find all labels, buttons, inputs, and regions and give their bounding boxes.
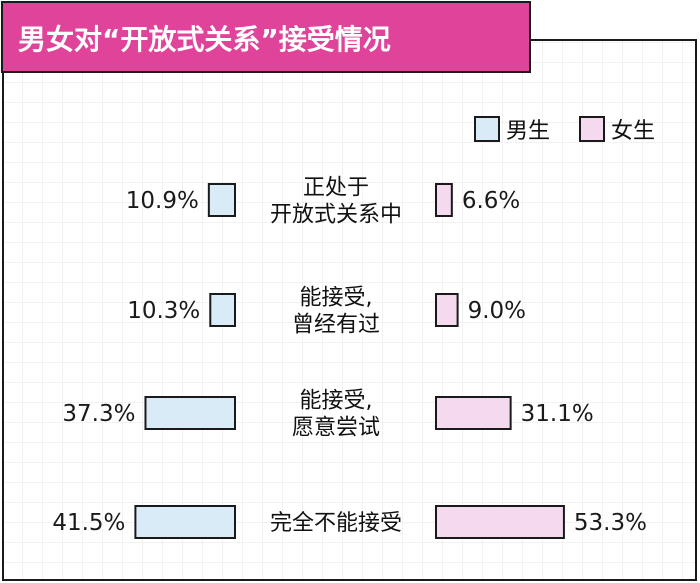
category-label: 愿意尝试 [292,416,380,441]
category-label: 正处于 [303,176,369,201]
category-label: 能接受, [300,286,373,311]
bar-female [435,396,512,430]
bar-male [209,293,236,327]
legend-label-female: 女生 [611,119,655,144]
legend-swatch-male [474,116,500,142]
legend-swatch-female [579,116,605,142]
category-label: 开放式关系中 [270,203,402,228]
value-label-female: 9.0% [468,298,526,324]
bar-male [134,505,236,539]
value-label-male: 10.9% [126,188,199,214]
category-label: 完全不能接受 [270,511,402,536]
value-label-female: 31.1% [521,401,594,427]
value-label-female: 6.6% [462,188,520,214]
bar-male [144,396,236,430]
category-label: 能接受, [300,389,373,414]
value-label-female: 53.3% [574,510,647,536]
category-label: 曾经有过 [292,313,380,338]
chart-title: 男女对“开放式关系”接受情况 [18,23,391,56]
value-label-male: 41.5% [52,510,125,536]
value-label-male: 37.3% [62,401,135,427]
value-label-male: 10.3% [127,298,200,324]
legend-label-male: 男生 [506,119,550,144]
bar-male [207,183,236,217]
bar-female [435,505,565,539]
title-box [1,1,531,73]
bar-female [435,293,459,327]
bar-female [435,183,453,217]
